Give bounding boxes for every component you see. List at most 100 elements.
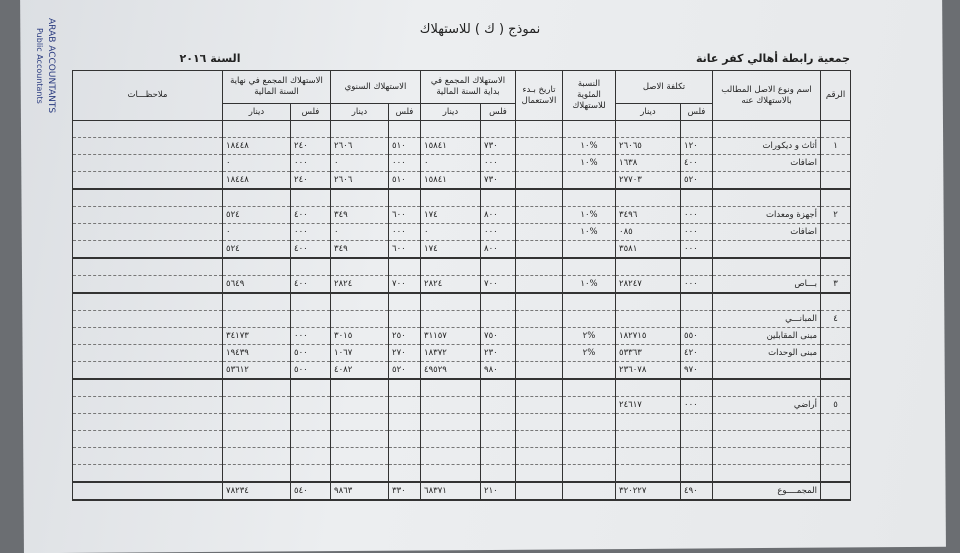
cell-start: [515, 257, 563, 276]
cell-start: [515, 223, 563, 241]
cell-close-fils: ٤٠٠: [290, 206, 331, 224]
cell-rate: [562, 413, 616, 431]
cell-close-dinar: ١٨٤٤٨: [222, 137, 291, 155]
cell-open-fils: [480, 292, 516, 311]
cell-cost-dinar: ٢٧٧٠٣: [614, 171, 682, 190]
cell-open-fils: [480, 413, 516, 431]
cell-start: [515, 344, 563, 362]
cell-close-fils: ٠٠٠: [290, 154, 331, 172]
cell-notes: [72, 430, 223, 448]
cell-no: [820, 344, 852, 362]
cell-annual-fils: [388, 464, 421, 483]
depreciation-table: الرقم اسم ونوع الاصل المطالب بالاستهلاك …: [72, 70, 852, 501]
cell-close-dinar: ١٨٤٤٨: [222, 171, 291, 190]
cell-open-dinar: ٠: [420, 223, 481, 241]
cell-no: [820, 257, 852, 276]
cell-cost-dinar: ١٦٣٨: [614, 154, 682, 172]
cell-close-dinar: [222, 292, 291, 311]
cell-name: [712, 171, 822, 190]
cell-open-dinar: ١٥٨٤١: [420, 137, 481, 155]
cell-notes: [72, 188, 223, 207]
cell-open-dinar: [420, 292, 481, 311]
cell-notes: [72, 275, 223, 294]
cell-close-dinar: ٥٢٤: [222, 240, 291, 259]
cell-notes: [72, 344, 223, 362]
cell-open-dinar: [420, 120, 481, 138]
cell-close-dinar: ٧٨٢٣٤: [222, 481, 291, 501]
cell-close-dinar: [222, 257, 291, 276]
cell-open-fils: ٩٨٠: [480, 361, 516, 380]
accountants-stamp: ARAB ACCOUNTANTS Public Accountants: [26, 8, 72, 148]
cell-name: [712, 120, 822, 138]
cell-open-fils: ٧٣٠: [480, 137, 516, 155]
cell-rate: %١٠: [562, 223, 616, 241]
table-row: ٥ أراضي ٠٠٠ ٢٤٦١٧: [72, 396, 852, 414]
cell-annual-fils: ٦٠٠: [388, 206, 421, 224]
cell-close-fils: ٤٠٠: [290, 275, 331, 294]
cell-start: [515, 413, 563, 431]
cell-rate: [562, 188, 616, 207]
cell-start: [515, 188, 563, 207]
cell-annual-fils: [388, 396, 421, 414]
cell-notes: [72, 171, 223, 190]
cell-cost-dinar: ٢٨٢٤٧: [614, 275, 682, 294]
cell-rate: [562, 378, 616, 397]
cell-start: [515, 154, 563, 172]
cell-rate: %١٠: [562, 206, 616, 224]
cell-cost-dinar: ٥٣٣٦٣: [614, 344, 682, 362]
cell-open-fils: [480, 378, 516, 397]
cell-no: [820, 378, 852, 397]
cell-no: [820, 188, 852, 207]
cell-no: [820, 292, 852, 311]
cell-start: [515, 396, 563, 414]
cell-open-fils: [480, 396, 516, 414]
cell-annual-dinar: [330, 396, 389, 414]
cell-name: أراضي: [712, 396, 822, 414]
cell-name: [712, 447, 822, 465]
cell-cost-fils: ٥٢٠: [680, 171, 714, 190]
cell-annual-fils: ٥١٠: [388, 137, 421, 155]
cell-close-fils: [290, 120, 331, 138]
fiscal-year: السنة ٢٠١٦: [179, 52, 241, 65]
header-fils: فلس: [480, 103, 516, 121]
cell-notes: [72, 481, 223, 501]
table-row: اضافات ٤٠٠ ١٦٣٨ %١٠ ٠٠٠ ٠ ٠٠٠ ٠ ٠٠٠ ٠: [72, 154, 852, 172]
cell-rate: [562, 464, 616, 483]
cell-annual-dinar: [330, 292, 389, 311]
cell-no: [820, 223, 852, 241]
cell-annual-dinar: [330, 430, 389, 448]
cell-notes: [72, 240, 223, 259]
cell-cost-fils: [680, 464, 714, 483]
cell-annual-fils: ٣٣٠: [388, 481, 421, 501]
cell-start: [515, 240, 563, 259]
cell-name: اضافات: [712, 154, 822, 172]
cell-rate: [562, 396, 616, 414]
cell-cost-fils: [680, 188, 714, 207]
cell-name: اضافات: [712, 223, 822, 241]
cell-start: [515, 327, 563, 345]
cell-annual-fils: ٥٢٠: [388, 361, 421, 380]
cell-cost-dinar: [614, 464, 682, 483]
cell-no: [820, 464, 852, 483]
cell-open-fils: [480, 188, 516, 207]
cell-open-fils: ٧٠٠: [480, 275, 516, 294]
cell-cost-dinar: [614, 292, 682, 311]
cell-cost-dinar: ١٨٢٧١٥: [614, 327, 682, 345]
cell-cost-fils: [680, 292, 714, 311]
cell-cost-dinar: ٢٣٦٠٧٨: [614, 361, 682, 380]
cell-annual-dinar: [330, 378, 389, 397]
cell-annual-fils: [388, 430, 421, 448]
header-fils: فلس: [290, 103, 331, 121]
cell-notes: [72, 257, 223, 276]
header-dinar: دينار: [330, 103, 389, 121]
cell-cost-dinar: ٢٦٠٦٥: [614, 137, 682, 155]
cell-annual-fils: [388, 447, 421, 465]
cell-name: [712, 257, 822, 276]
table-row: [72, 120, 852, 138]
cell-close-fils: [290, 188, 331, 207]
cell-close-dinar: ٥٢٤: [222, 206, 291, 224]
cell-close-fils: ٥٠٠: [290, 344, 331, 362]
cell-annual-fils: ٧٠٠: [388, 275, 421, 294]
cell-notes: [72, 206, 223, 224]
cell-annual-dinar: ٢٦٠٦: [330, 137, 389, 155]
